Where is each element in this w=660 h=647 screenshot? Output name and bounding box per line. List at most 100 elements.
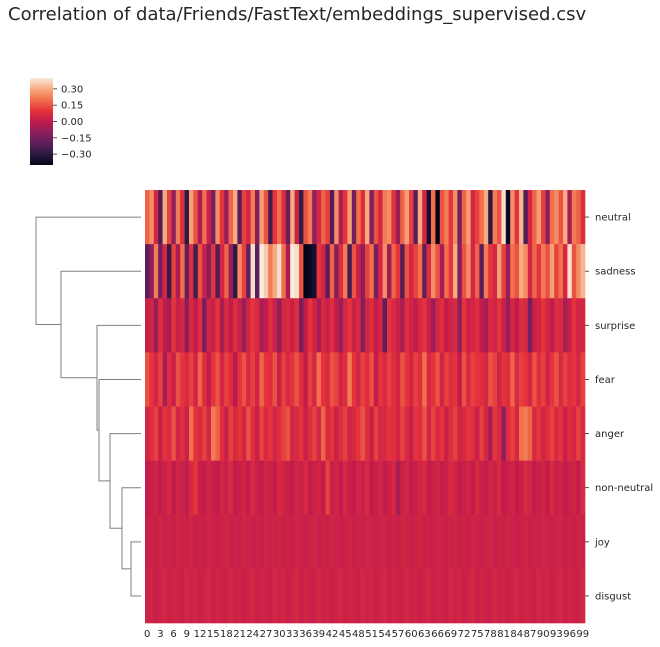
heatmap-cell (281, 514, 287, 570)
heatmap-cell (497, 460, 502, 516)
heatmap-cell (237, 460, 243, 516)
heatmap-cell (356, 568, 361, 624)
heatmap-cell (250, 460, 256, 516)
heatmap-cell (312, 244, 317, 299)
heatmap-cell (241, 460, 247, 516)
heatmap-cell (334, 406, 339, 461)
heatmap-cell (475, 244, 480, 299)
heatmap-cell (373, 460, 379, 516)
heatmap-cell (541, 352, 546, 407)
heatmap-cell (145, 298, 150, 353)
heatmap-cell (334, 352, 339, 407)
heatmap-cell (211, 190, 216, 245)
heatmap-cell (180, 460, 185, 516)
heatmap-cell (290, 568, 295, 624)
heatmap-cell (211, 406, 216, 461)
column-tick-label: 36 (299, 629, 312, 640)
heatmap-cell (241, 298, 247, 353)
heatmap-cell (505, 244, 511, 299)
heatmap-cell (325, 406, 331, 461)
heatmap-cell (404, 406, 410, 461)
heatmap-cell (422, 352, 427, 407)
heatmap-cell (453, 568, 458, 624)
heatmap-cell (316, 298, 322, 353)
heatmap-cell (351, 352, 357, 407)
heatmap-cell (387, 244, 392, 299)
heatmap-cell (343, 190, 348, 245)
heatmap-cell (268, 568, 273, 624)
heatmap-cell (417, 352, 423, 407)
heatmap-cell (453, 190, 458, 245)
heatmap-cell (488, 190, 493, 245)
heatmap-cell (378, 460, 383, 516)
heatmap-cell (444, 460, 449, 516)
heatmap-cell (466, 514, 471, 570)
heatmap-cell (307, 568, 313, 624)
heatmap-cell (580, 298, 586, 353)
heatmap-cell (167, 460, 172, 516)
heatmap-cell (145, 406, 150, 461)
heatmap-cell (338, 190, 344, 245)
heatmap-cell (316, 190, 322, 245)
heatmap-cell (316, 514, 322, 570)
heatmap-cell (514, 460, 520, 516)
heatmap-cell (475, 190, 480, 245)
heatmap-cell (268, 298, 273, 353)
heatmap-cell (395, 568, 401, 624)
heatmap-cell (554, 352, 559, 407)
heatmap-cell (303, 568, 309, 624)
heatmap-cell (510, 406, 515, 461)
heatmap-cell (321, 514, 326, 570)
heatmap-cell (175, 190, 181, 245)
heatmap-cell (197, 190, 203, 245)
colorbar-tick-label: 0.00 (61, 117, 83, 128)
heatmap-cell (180, 190, 185, 245)
heatmap-cell (343, 298, 348, 353)
heatmap-cell (351, 460, 357, 516)
heatmap-cell (387, 352, 392, 407)
heatmap-cell (457, 514, 463, 570)
heatmap-cell (149, 190, 155, 245)
heatmap-cell (457, 352, 463, 407)
heatmap-cell (347, 190, 353, 245)
heatmap-cell (475, 514, 480, 570)
heatmap-cell (303, 460, 309, 516)
heatmap-cell (409, 406, 414, 461)
heatmap-cell (294, 190, 300, 245)
heatmap-cell (294, 352, 300, 407)
heatmap-cell (255, 298, 260, 353)
heatmap-cell (153, 568, 159, 624)
heatmap-cell (483, 568, 489, 624)
heatmap-cell (281, 298, 287, 353)
heatmap-cell (206, 190, 212, 245)
heatmap-cell (153, 244, 159, 299)
heatmap-cell (167, 568, 172, 624)
heatmap-cell (175, 352, 181, 407)
heatmap-cell (404, 514, 410, 570)
heatmap-cell (470, 460, 476, 516)
heatmap-cell (545, 514, 551, 570)
heatmap-cell (422, 460, 427, 516)
heatmap-cell (461, 460, 467, 516)
heatmap-cell (211, 298, 216, 353)
heatmap-cell (549, 406, 555, 461)
dendrogram-link (35, 216, 141, 325)
heatmap-cell (175, 406, 181, 461)
heatmap-cell (369, 190, 375, 245)
heatmap-cell (224, 190, 229, 245)
heatmap-cell (250, 244, 256, 299)
heatmap-cell (158, 298, 163, 353)
heatmap-cell (479, 352, 485, 407)
heatmap-cell (250, 406, 256, 461)
heatmap-cell (373, 406, 379, 461)
heatmap-cell (356, 244, 361, 299)
heatmap-cell (250, 568, 256, 624)
heatmap-cell (505, 352, 511, 407)
heatmap-cell (241, 406, 247, 461)
heatmap-cell (167, 298, 172, 353)
heatmap-cell (514, 514, 520, 570)
heatmap-cell (527, 298, 533, 353)
heatmap-cell (400, 406, 405, 461)
heatmap-cell (457, 190, 463, 245)
heatmap-cell (184, 460, 190, 516)
